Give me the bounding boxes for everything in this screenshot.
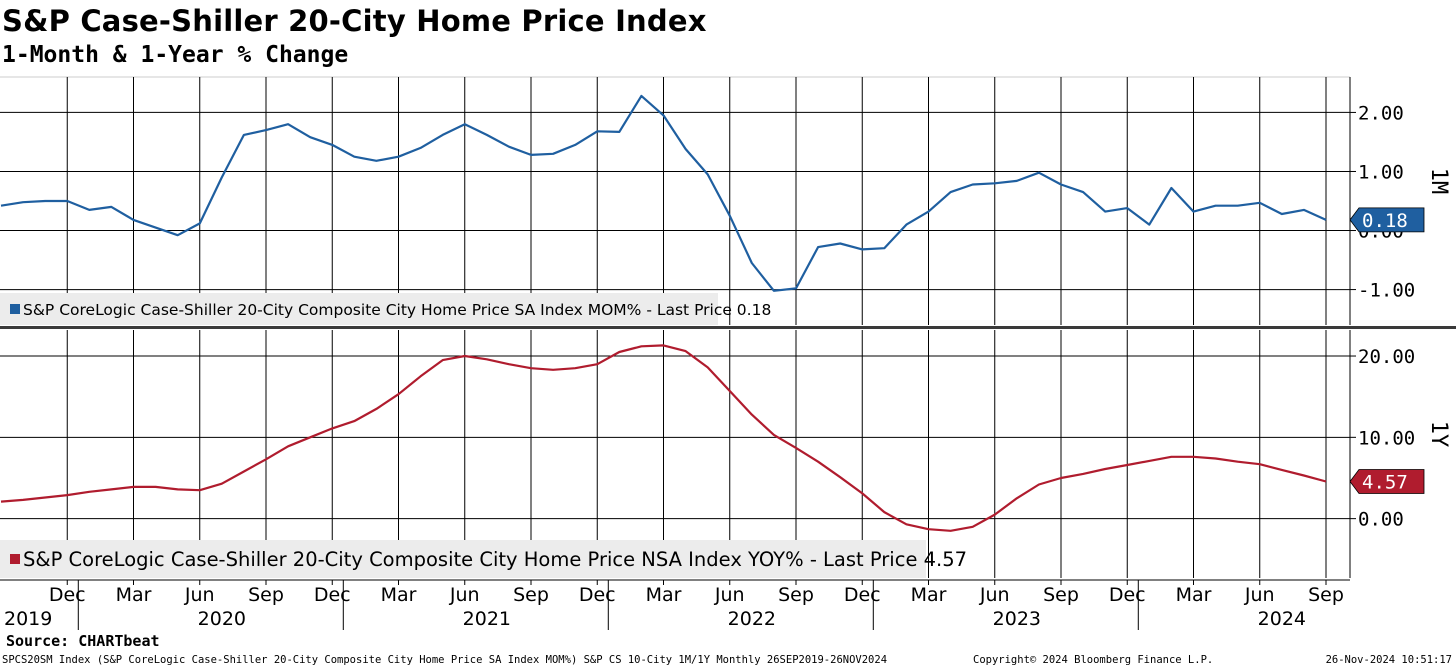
x-tick-label-month: Dec: [314, 584, 351, 606]
bottom-ytick-label: 10.00: [1358, 427, 1415, 449]
x-tick-label-month: Sep: [778, 584, 814, 606]
x-tick-label-month: Mar: [381, 584, 417, 606]
source-note: Source: CHARTbeat: [6, 632, 160, 650]
top-panel: -1.000.001.002.00S&P CoreLogic Case-Shil…: [0, 77, 1451, 325]
x-tick-label-month: Mar: [646, 584, 682, 606]
x-year-label: 2023: [993, 608, 1041, 630]
x-tick-label-month: Jun: [184, 584, 215, 606]
top-legend-swatch: [10, 304, 20, 314]
x-tick-label-month: Mar: [1176, 584, 1212, 606]
x-tick-label-month: Dec: [579, 584, 616, 606]
x-tick-label-month: Sep: [1308, 584, 1344, 606]
top-legend-text: S&P CoreLogic Case-Shiller 20-City Compo…: [23, 301, 771, 319]
chart-title: S&P Case-Shiller 20-City Home Price Inde…: [2, 4, 707, 38]
top-last-price-tag: [1349, 207, 1425, 233]
x-tick-label-month: Sep: [248, 584, 284, 606]
bottom-ytick-label: 0.00: [1358, 509, 1404, 531]
bottom-ytick-label: 20.00: [1358, 346, 1415, 368]
bottom-legend-text: S&P CoreLogic Case-Shiller 20-City Compo…: [23, 548, 967, 571]
x-year-label: 2019: [4, 608, 52, 630]
footer-copyright: Copyright© 2024 Bloomberg Finance L.P.: [973, 654, 1214, 666]
footer-timestamp: 26-Nov-2024 10:51:17: [1325, 654, 1452, 666]
x-tick-label-month: Jun: [449, 584, 480, 606]
x-year-label: 2022: [728, 608, 776, 630]
top-ytick-label: 2.00: [1358, 102, 1404, 124]
x-tick-label-month: Dec: [49, 584, 86, 606]
top-axis-label: 1M: [1426, 168, 1451, 195]
bottom-series-line: [0, 344, 1327, 532]
x-tick-label-month: Sep: [1043, 584, 1079, 606]
x-tick-label-month: Dec: [1109, 584, 1146, 606]
top-legend-box: [0, 293, 718, 325]
x-tick-label-month: Jun: [714, 584, 745, 606]
x-year-label: 2021: [463, 608, 511, 630]
top-last-price-label: 0.18: [1362, 210, 1408, 232]
chart-canvas: -1.00 0.00 1.00 2.00 S&P CoreLogic Case-Shil…: [0, 76, 1456, 630]
x-tick-label-month: Sep: [513, 584, 549, 606]
x-year-label: 2020: [198, 608, 246, 630]
bottom-last-price-tag: [1349, 469, 1425, 494]
x-tick-label-month: Jun: [979, 584, 1010, 606]
footer-description: SPCS20SM Index (S&P CoreLogic Case-Shill…: [2, 654, 888, 666]
x-year-label: 2024: [1258, 608, 1306, 630]
x-tick-label-month: Jun: [1244, 584, 1275, 606]
chart-subtitle: 1-Month & 1-Year % Change: [2, 42, 349, 68]
top-ytick-label: 1.00: [1358, 161, 1404, 183]
x-tick-label-month: Dec: [844, 584, 881, 606]
bottom-last-price-label: 4.57: [1362, 471, 1408, 493]
top-ytick-label: -1.00: [1358, 280, 1415, 302]
bottom-legend-box: [0, 540, 926, 578]
panel-separator: [0, 326, 1456, 329]
bottom-panel: 0.00 10.00 20.00 S&P CoreLogic Case-Shiller…: [0, 330, 1451, 578]
bottom-legend-swatch: [10, 554, 20, 564]
bottom-axis-label: 1Y: [1426, 421, 1451, 448]
top-series-line: [0, 94, 1327, 292]
x-tick-label-month: Mar: [116, 584, 152, 606]
x-tick-label-month: Mar: [911, 584, 947, 606]
